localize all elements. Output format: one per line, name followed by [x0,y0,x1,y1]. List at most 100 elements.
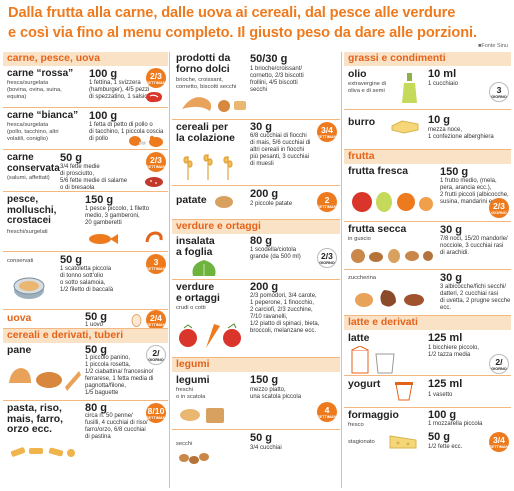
item-weight: 125 ml [428,378,463,390]
item-desc: 1 bicchiere piccolo, 1/2 tazza media [428,345,480,358]
item-name: legumi [176,375,210,386]
item-weight: 80 g [85,402,108,414]
bread-icon [9,368,81,391]
frequency-badge: 2 SETTIMANA [317,192,337,212]
item-pesce: pesce, molluschi, crostacei freschi/surg… [3,192,168,252]
item-carne-conservata: carne conservata (salumi, affettati) 50 … [3,150,168,192]
item-legumi-secchi: secchi 50 g 3/4 cucchiai [172,430,340,470]
frequency-badge: 2/GIORNO [489,354,509,374]
item-desc: 1 fettina, 1 svizzera (hamburger), 4/5 p… [89,80,156,100]
item-legumi: legumi freschi o in scatola 150 g mezzo … [172,372,340,430]
frequency-badge: 2/GIORNO [146,345,166,365]
item-sub: secchi [176,441,193,447]
category-latte-derivati: latte e derivati [344,316,511,330]
item-weight: 50 g [60,152,83,164]
dried-beans-icon [179,453,209,464]
category-legumi: legumi [172,358,340,372]
item-name: olio [348,69,367,80]
item-sub: fresca/surgelata (bovina, ovina, suina, … [7,80,62,100]
yogurt-cup-icon [395,382,413,401]
item-sub: freschi/surgelati [7,229,48,235]
item-name: pane [7,345,32,356]
headline: Dalla frutta alla carne, dalle uova ai c… [8,3,508,43]
item-weight: 150 g [250,374,279,386]
item-weight: 50 g [85,344,108,356]
item-name: formaggio [348,410,399,421]
frequency-badge: 3/4 SETTIMANA [489,432,509,452]
fish-icon [89,234,118,244]
item-desc: 1 vasetto [428,392,453,398]
item-sub: crudi o cotti [176,305,206,311]
item-sub: zuccherina [348,275,377,281]
item-sub: conservati [7,258,34,264]
item-desc: mezzo piatto, una scatola piccola [250,387,302,400]
item-name: carne “bianca” [7,110,79,121]
column-2: prodotti da forno dolci brioche, croissa… [172,52,340,488]
item-weight: 50 g [60,254,83,266]
item-desc: 1 fetta di petto di pollo o di tacchino,… [89,122,164,142]
item-desc: 1 scodella/ciotola grande (da 500 ml) [250,247,301,260]
item-desc: 2/3 pomodori, 3/4 carote, 1 peperone, 1 … [250,293,320,334]
item-patate: patate 200 g 2 piccole patate 2 SETTIMANA [172,186,340,220]
nuts-icon [351,249,433,263]
item-desc: 1 piccolo panino, 1 piccola rosetta, 1/2… [85,355,154,396]
item-sub: in guscio [348,236,371,242]
chicken-icon [149,135,163,147]
item-weight: 100 g [89,68,118,80]
oil-bottle-icon [402,73,417,103]
cheese-icon [389,435,417,449]
item-desc: 1 cucchiaio [428,81,459,87]
item-desc: 3 albicocche/fichi secchi/ datteri, 2 cu… [440,284,511,311]
item-sub: extravergine di oliva e di semi [348,81,387,94]
item-desc: 1 scatoletta piccola di tonno sott'olio … [60,266,114,293]
legumes-icon [180,408,224,423]
item-weight: 100 g [89,110,118,122]
item-sub: stagionato [348,439,375,445]
item-frutta-secca: frutta secca in guscio 30 g 7/8 noci, 15… [344,222,511,270]
item-desc: 2 piccole patate [250,201,293,207]
item-weight: 150 g [440,166,469,178]
item-name: uova [7,313,32,324]
wheat-icon [183,154,233,180]
item-weight: 100 g [428,409,457,421]
item-sub: (salumi, affettati) [7,175,50,181]
item-weight: 125 ml [428,332,463,344]
item-desc: 1/2 fette ecc. [428,444,463,450]
item-formaggio: formaggio fresco 100 g 1 mozzarella picc… [344,408,511,430]
butter-icon [391,120,419,134]
item-name: yogurt [348,379,381,390]
item-desc: 3/4 cucchiai [250,445,282,451]
frequency-badge: 2/3 GIORNO [489,198,509,218]
item-weight: 200 g [250,188,279,200]
frequency-badge: 4 SETTIMANA [317,402,337,422]
item-desc: circa n. 50 penne/ fusilli, 4 cucchiai d… [85,413,148,440]
item-name: pasta, riso, mais, farro, orzo ecc. [7,403,64,435]
source-note: ■Fonte Sinu [478,43,508,49]
chicken-leg-icon [129,136,146,146]
salami-icon [145,177,163,187]
steak-icon [146,92,162,103]
frequency-badge: 2/4 SETTIMANA [146,310,166,328]
item-pane: pane 50 g 1 piccolo panino, 1 piccola ro… [3,343,168,401]
item-latte: latte 125 ml 1 bicchiere piccolo, 1/2 ta… [344,330,511,376]
potato-icon [215,196,233,208]
category-carne-pesce-uova: carne, pesce, uova [3,52,168,66]
item-desc: 1 uovo [85,322,104,328]
item-frutta-fresca: frutta fresca 150 g 1 frutto medio, (mel… [344,164,511,222]
frequency-badge: 3 SETTIMANA [146,254,166,274]
category-grassi-condimenti: grassi e condimenti [344,52,511,66]
item-weight: 10 g [428,114,451,126]
item-desc: mezza noce, 1 confezione alberghiera [428,127,494,140]
item-desc: 1 mozzarella piccola [428,421,483,427]
item-desc: 1 brioche/croissant/ cornetto, 2/3 bisco… [250,66,304,93]
item-prodotti-forno: prodotti da forno dolci brioche, croissa… [172,52,340,120]
item-name: patate [176,195,207,206]
fresh-fruit-icon [352,192,433,212]
item-verdure: verdure e ortaggi crudi o cotti 200 g 2/… [172,280,340,358]
item-weight: 50 g [428,431,451,443]
frequency-badge: 8/10 SETTIMANA [146,403,166,423]
item-frutta-zuccherina: zuccherina 30 g 3 albicocche/fichi secch… [344,270,511,316]
item-weight: 30 g [250,121,273,133]
item-weight: 30 g [440,224,463,236]
item-name: frutta fresca [348,166,409,177]
